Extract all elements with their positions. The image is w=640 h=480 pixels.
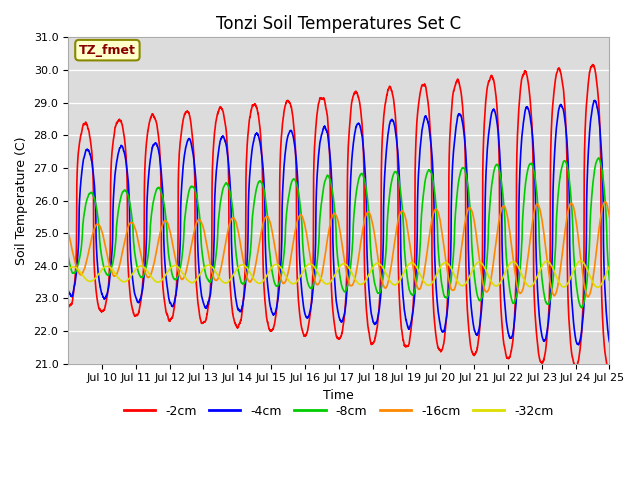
-8cm (64, 253, 72, 259)
Line: -4cm: -4cm (68, 100, 609, 345)
-2cm (509, 335, 517, 340)
-32cm (163, 271, 170, 276)
Line: -2cm: -2cm (68, 64, 609, 372)
-16cm (509, 257, 517, 263)
-4cm (468, 312, 476, 318)
-4cm (509, 329, 517, 335)
-2cm (271, 319, 279, 324)
-4cm (271, 311, 279, 316)
-2cm (605, 369, 613, 374)
-8cm (417, 243, 424, 249)
-4cm (163, 278, 170, 284)
-32cm (605, 263, 613, 269)
-4cm (575, 342, 582, 348)
-2cm (64, 303, 72, 309)
-16cm (64, 229, 72, 235)
-4cm (591, 97, 599, 103)
-8cm (509, 300, 517, 306)
-8cm (605, 277, 613, 283)
Line: -8cm: -8cm (68, 158, 609, 308)
-32cm (389, 281, 397, 287)
-16cm (605, 214, 613, 220)
-8cm (163, 221, 170, 227)
-8cm (389, 173, 397, 179)
-32cm (64, 267, 72, 273)
-32cm (468, 268, 476, 274)
-16cm (163, 218, 170, 224)
-4cm (389, 118, 397, 123)
Line: -32cm: -32cm (68, 261, 609, 288)
-8cm (577, 305, 585, 311)
Text: TZ_fmet: TZ_fmet (79, 44, 136, 57)
-16cm (584, 294, 592, 300)
-4cm (417, 145, 424, 151)
-2cm (163, 310, 170, 316)
-32cm (577, 258, 585, 264)
-32cm (417, 272, 424, 277)
-2cm (417, 90, 424, 96)
-2cm (468, 349, 476, 355)
-16cm (468, 209, 476, 215)
Y-axis label: Soil Temperature (C): Soil Temperature (C) (15, 136, 28, 265)
-8cm (271, 281, 279, 287)
-16cm (602, 199, 609, 204)
-2cm (389, 93, 397, 98)
-8cm (595, 155, 602, 161)
-32cm (593, 285, 601, 290)
X-axis label: Time: Time (323, 389, 354, 402)
-16cm (389, 252, 397, 258)
-8cm (468, 246, 476, 252)
-2cm (589, 61, 596, 67)
-32cm (271, 262, 279, 267)
Legend: -2cm, -4cm, -8cm, -16cm, -32cm: -2cm, -4cm, -8cm, -16cm, -32cm (119, 400, 559, 423)
-32cm (509, 259, 517, 264)
-16cm (417, 286, 424, 291)
Line: -16cm: -16cm (68, 202, 609, 297)
-2cm (605, 369, 613, 375)
-16cm (271, 245, 279, 251)
Title: Tonzi Soil Temperatures Set C: Tonzi Soil Temperatures Set C (216, 15, 461, 33)
-4cm (605, 339, 613, 345)
-4cm (64, 287, 72, 293)
